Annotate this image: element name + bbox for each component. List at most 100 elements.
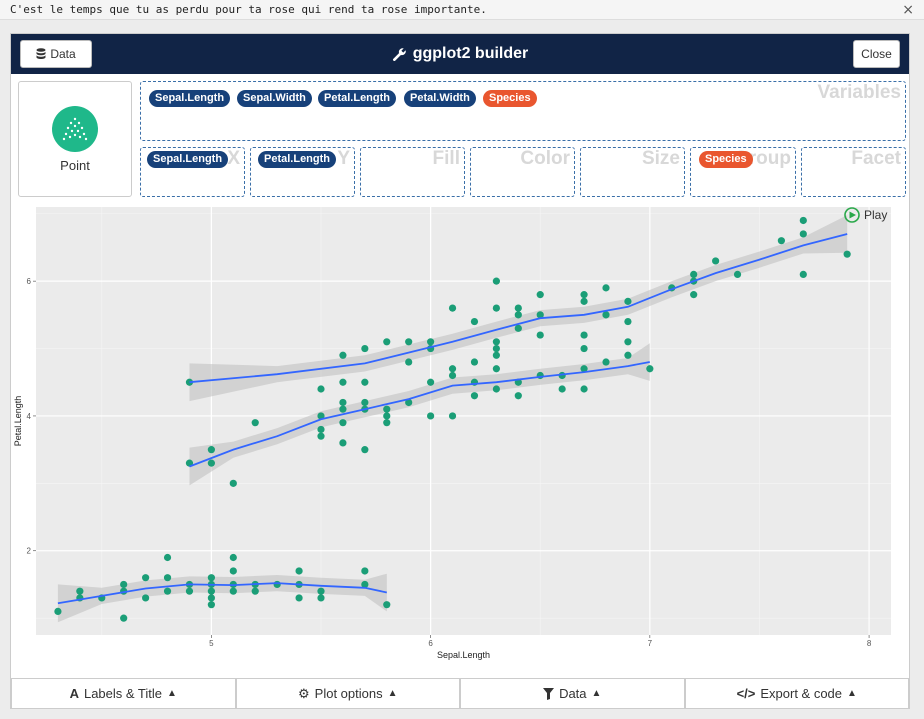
- confidence-band: [189, 343, 650, 486]
- variable-badge[interactable]: Petal.Width: [404, 90, 476, 107]
- data-point: [448, 412, 457, 420]
- data-point: [163, 587, 172, 595]
- data-point: [580, 291, 588, 299]
- variable-badge[interactable]: Sepal.Width: [237, 90, 312, 107]
- data-point: [799, 230, 807, 238]
- data-point: [317, 587, 325, 595]
- data-point: [207, 587, 215, 595]
- y-zone[interactable]: Y Petal.Length: [250, 147, 355, 197]
- plot-options-button[interactable]: ⚙ Plot options ▲: [235, 678, 460, 709]
- data-button[interactable]: Data: [20, 40, 92, 68]
- facet-zone[interactable]: Facet: [801, 147, 906, 197]
- variable-badge[interactable]: Species: [483, 90, 537, 107]
- data-point: [492, 277, 500, 285]
- data-point: [492, 344, 500, 353]
- data-point: [317, 432, 325, 440]
- x-badge[interactable]: Sepal.Length: [147, 151, 229, 168]
- zone-title: Color: [520, 148, 570, 169]
- x-axis-label: Sepal.Length: [437, 650, 490, 660]
- data-point: [470, 317, 479, 326]
- plot-panel: [36, 207, 891, 635]
- data-point: [624, 317, 632, 326]
- data-point: [229, 553, 237, 562]
- labels-title-button[interactable]: A Labels & Title ▲: [11, 678, 236, 709]
- size-zone[interactable]: Size: [580, 147, 685, 197]
- y-badge[interactable]: Petal.Length: [258, 151, 337, 168]
- zone-title: Facet: [851, 148, 901, 169]
- data-point: [207, 446, 215, 454]
- data-point: [492, 304, 500, 312]
- export-code-label: Export & code: [760, 686, 843, 701]
- data-point: [492, 351, 500, 359]
- data-point: [427, 378, 435, 386]
- data-point: [470, 392, 479, 400]
- plot-options-label: Plot options: [314, 686, 383, 701]
- font-icon: A: [69, 686, 79, 701]
- data-point: [339, 439, 347, 447]
- smooth-line: [57, 582, 387, 605]
- y-tick-label: 6: [27, 277, 32, 286]
- fill-zone[interactable]: Fill: [360, 147, 465, 197]
- data-point: [339, 378, 347, 386]
- data-point: [580, 331, 588, 339]
- zone-title: Y: [337, 148, 350, 169]
- data-point: [163, 553, 172, 562]
- y-axis-label: Petal.Length: [13, 396, 23, 447]
- filter-icon: [543, 687, 555, 700]
- data-point: [580, 385, 588, 393]
- export-code-button[interactable]: </> Export & code ▲: [684, 678, 909, 709]
- data-point: [777, 237, 785, 245]
- x-tick-label: 7: [648, 639, 653, 648]
- data-point: [690, 291, 698, 299]
- caret-up-icon: ▲: [591, 688, 602, 699]
- data-point: [602, 284, 610, 292]
- data-point: [76, 587, 84, 595]
- data-filter-button[interactable]: Data ▲: [460, 678, 685, 709]
- data-point: [120, 580, 128, 589]
- data-point: [163, 574, 172, 582]
- data-point: [295, 594, 303, 602]
- x-tick-label: 8: [867, 639, 872, 648]
- x-zone[interactable]: X Sepal.Length: [140, 147, 245, 197]
- modal-title-text: ggplot2 builder: [412, 45, 529, 62]
- data-point: [536, 311, 544, 319]
- geom-selector[interactable]: Point: [18, 81, 132, 197]
- data-point: [602, 311, 610, 319]
- data-point: [470, 358, 479, 366]
- variables-zone[interactable]: Variables Sepal.Length Sepal.Width Petal…: [140, 81, 906, 141]
- data-point: [514, 304, 522, 312]
- data-point: [383, 405, 391, 413]
- data-point: [624, 338, 632, 346]
- data-point: [361, 567, 369, 575]
- data-point: [273, 580, 281, 589]
- builder-modal: Data ggplot2 builder Close Point Variabl…: [10, 33, 910, 709]
- confidence-band: [189, 215, 848, 402]
- data-point: [580, 365, 588, 373]
- variable-badge[interactable]: Petal.Length: [318, 90, 397, 107]
- data-point: [207, 601, 215, 609]
- caret-up-icon: ▲: [387, 688, 398, 699]
- variable-badge[interactable]: Sepal.Length: [149, 90, 231, 107]
- color-zone[interactable]: Color: [470, 147, 575, 197]
- data-point: [492, 365, 500, 373]
- data-point: [317, 594, 325, 602]
- data-point: [185, 587, 194, 595]
- play-button[interactable]: Play: [844, 207, 887, 223]
- data-point: [580, 344, 588, 353]
- group-badge[interactable]: Species: [699, 151, 753, 168]
- close-button[interactable]: Close: [853, 40, 900, 68]
- data-point: [514, 311, 522, 319]
- modal-title: ggplot2 builder: [11, 34, 909, 74]
- data-point: [54, 607, 62, 616]
- data-button-label: Data: [50, 47, 76, 61]
- smooth-line: [189, 361, 650, 468]
- zone-title: Fill: [432, 148, 460, 169]
- data-point: [251, 419, 259, 427]
- data-point: [733, 270, 742, 279]
- data-point: [405, 398, 413, 407]
- database-icon: [36, 48, 46, 59]
- group-zone[interactable]: Group Species: [690, 147, 796, 197]
- caret-up-icon: ▲: [167, 688, 177, 699]
- close-icon[interactable]: ×: [902, 2, 914, 18]
- data-point: [536, 331, 544, 339]
